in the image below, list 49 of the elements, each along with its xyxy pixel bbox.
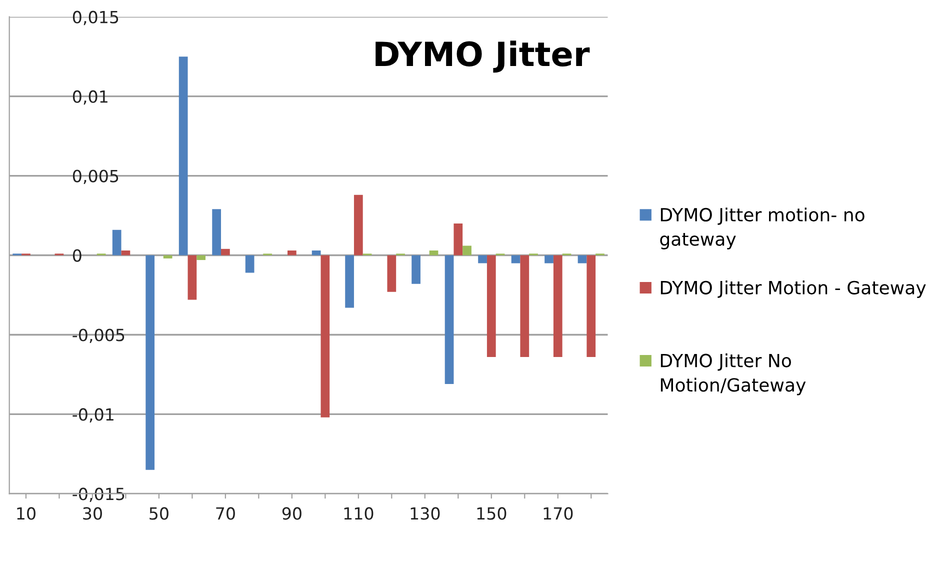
bar	[354, 194, 363, 256]
bar	[121, 250, 130, 256]
bar	[511, 255, 520, 264]
y-tick-label: 0	[72, 249, 82, 262]
x-tick-label: 170	[544, 507, 573, 520]
y-tick-label: 0,005	[72, 170, 118, 184]
bar	[578, 255, 587, 264]
bar	[478, 255, 487, 264]
bar	[387, 255, 396, 292]
bar	[178, 56, 188, 256]
bar	[112, 230, 122, 256]
bar	[188, 255, 197, 300]
legend-label: DYMO Jitter No Motion/Gateway	[660, 353, 806, 396]
bar	[520, 255, 530, 357]
bar	[320, 255, 330, 418]
bar	[553, 255, 562, 357]
x-tick-label: 90	[282, 507, 302, 520]
bar	[146, 255, 155, 470]
x-tick-label: 50	[150, 507, 168, 520]
x-tick-label: 130	[410, 507, 440, 520]
bar	[245, 255, 254, 273]
bar	[196, 255, 206, 260]
x-tick-label: 30	[83, 507, 102, 520]
y-tick-label: -0,005	[72, 328, 124, 343]
bar	[287, 250, 296, 256]
bar	[212, 209, 222, 256]
bar	[312, 250, 321, 256]
y-tick-label: 0,015	[72, 10, 118, 26]
bar	[221, 248, 230, 256]
bar	[429, 250, 438, 256]
x-tick-label: 110	[344, 507, 374, 520]
x-tick-label: 150	[477, 507, 506, 520]
bar	[454, 223, 463, 256]
y-tick-label: 0,01	[72, 90, 108, 105]
x-tick-label: 10	[17, 507, 36, 520]
bar	[163, 255, 172, 258]
bar	[486, 255, 496, 357]
text: DYMO Jitter	[376, 40, 590, 73]
bar	[462, 246, 472, 256]
bar	[412, 255, 420, 284]
bar	[586, 255, 596, 357]
legend-label: DYMO Jitter Motion - Gateway	[660, 280, 926, 298]
x-tick-label: 70	[216, 507, 235, 520]
legend-label: DYMO Jitter motion- no gateway	[660, 208, 864, 250]
y-tick-label: -0,015	[72, 488, 124, 502]
bar	[345, 255, 354, 308]
y-tick-label: -0,01	[72, 408, 114, 422]
bar	[444, 255, 454, 384]
bar	[544, 255, 554, 264]
